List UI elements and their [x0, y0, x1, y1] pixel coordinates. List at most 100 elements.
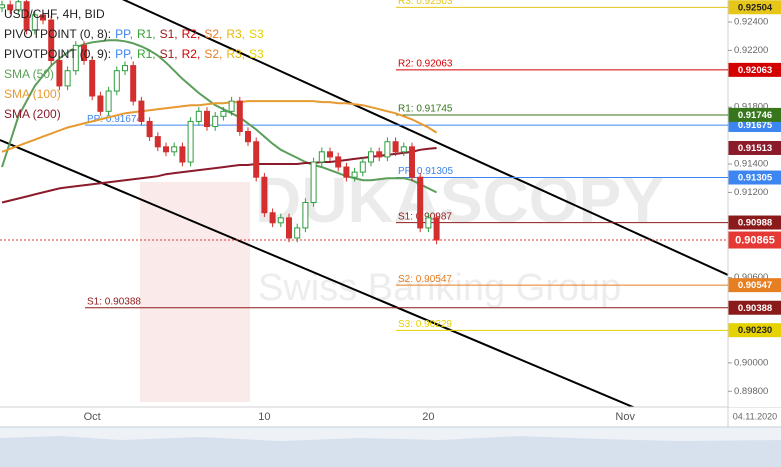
- legend-pivot-name: PIVOTPOINT (0, 8):: [4, 27, 111, 41]
- pivot-level-label: R1: 0.91745: [398, 104, 453, 115]
- sma-line: [1, 147, 437, 204]
- candle-body: [409, 146, 415, 178]
- pivot-level-label: S1: 0.90388: [87, 296, 141, 307]
- legend-pivot-item: R1,: [137, 47, 156, 61]
- candle-body: [72, 44, 79, 72]
- candle-body: [425, 217, 432, 229]
- legend-pivot-item: S2,: [204, 27, 222, 41]
- price-box: [728, 300, 781, 315]
- navigator: [0, 426, 781, 467]
- price-box: [728, 323, 781, 338]
- price-box-label: 0.91513: [738, 143, 772, 154]
- legend-pivot-item: R1,: [137, 27, 156, 41]
- candle-body: [163, 146, 169, 153]
- pivot-level-label: S3: 0.90229: [398, 319, 452, 330]
- pivot-level-label: PP: 0.91674: [87, 114, 142, 125]
- price-box: [728, 107, 781, 122]
- y-tick-label: 0.90000: [734, 357, 768, 368]
- x-tick-label: Nov: [615, 411, 635, 423]
- y-tick-label: 0.91400: [734, 159, 768, 170]
- watermark-title: DUKASCOPY: [255, 164, 664, 236]
- candle-body: [269, 212, 276, 224]
- legend-pivot-item: S1,: [160, 47, 178, 61]
- legend-pivot-item: R2,: [182, 27, 201, 41]
- y-tick-label: 0.89800: [734, 386, 768, 397]
- legend-pivot-item: R3,: [226, 27, 245, 41]
- candle-body: [89, 59, 96, 97]
- candle-body: [212, 115, 219, 128]
- candle-body: [392, 141, 399, 153]
- price-box: [728, 231, 781, 249]
- candle-body: [64, 70, 71, 87]
- candle-body: [245, 131, 251, 143]
- y-axis-band: [728, 0, 781, 407]
- price-box-label: 0.90547: [738, 280, 772, 291]
- candle-body: [113, 70, 120, 92]
- price-box-label: 0.90230: [738, 325, 772, 336]
- legend-pivot-item: R3,: [226, 47, 245, 61]
- price-box-label: 0.90388: [738, 303, 772, 314]
- candle-body: [359, 161, 366, 173]
- sma-line: [1, 100, 438, 153]
- candle-body: [400, 146, 407, 153]
- candle-body: [40, 14, 46, 21]
- pivot-level-label: S2: 0.90547: [398, 274, 452, 285]
- price-box: [728, 215, 781, 230]
- candle-body: [187, 120, 194, 163]
- candle-body: [318, 151, 325, 163]
- candle-body: [294, 227, 301, 239]
- legend-pivot-item: PP,: [115, 47, 133, 61]
- price-box: [728, 278, 781, 293]
- date-label: 04.11.2020: [733, 411, 777, 421]
- price-box: [728, 62, 781, 77]
- price-box-label: 0.90865: [735, 234, 775, 246]
- candle-body: [23, 1, 30, 31]
- candle-body: [48, 19, 55, 61]
- candle-body: [335, 156, 342, 168]
- legend-pivot: PIVOTPOINT (0, 9): PP, R1, S1, R2, S2, R3, S3: [4, 47, 264, 61]
- price-box: [728, 140, 781, 155]
- candle-body: [302, 202, 309, 229]
- channel-upper: [121, 0, 728, 276]
- pivot-level-label: R3: 0.92503: [398, 0, 453, 7]
- y-tick-label: 0.92200: [734, 45, 768, 56]
- legend-pivot-item: S3: [249, 27, 264, 41]
- price-box-label: 0.91675: [738, 120, 773, 131]
- candle-body: [7, 4, 14, 11]
- candle-body: [277, 217, 284, 224]
- x-tick-label: 20: [422, 411, 434, 423]
- candle-body: [105, 90, 112, 112]
- candle-body: [286, 217, 292, 239]
- price-box-label: 0.92063: [738, 65, 772, 76]
- candle-body: [368, 151, 374, 163]
- candle-body: [376, 151, 383, 158]
- candle-body: [130, 65, 137, 102]
- y-tick-label: 0.90600: [734, 272, 768, 283]
- y-tick-label: 0.91200: [734, 187, 768, 198]
- y-tick-label: 0.91800: [734, 102, 768, 113]
- candle-body: [195, 110, 202, 122]
- candle-body: [179, 146, 186, 163]
- x-axis-band: [0, 407, 781, 427]
- x-tick-label: 10: [258, 411, 270, 423]
- candle-body: [56, 59, 63, 87]
- legend-entry: SMA (50): [4, 67, 54, 81]
- candle-body: [15, 1, 22, 11]
- pivot-level-label: S1: 0.90987: [398, 211, 452, 222]
- legend-entry: SMA (200): [4, 107, 61, 121]
- price-box-label: 0.91305: [738, 173, 773, 184]
- candle-body: [146, 120, 153, 138]
- candle-body: [261, 176, 268, 214]
- price-box-label: 0.90988: [738, 218, 772, 229]
- candle-body: [351, 171, 358, 178]
- candle-body: [236, 100, 243, 133]
- watermark: DUKASCOPY Swiss Banking Group: [140, 164, 664, 402]
- legend-entry: SMA (100): [4, 87, 61, 101]
- candle-body: [310, 161, 317, 204]
- candle-body: [204, 110, 210, 128]
- legend-pivot-name: PIVOTPOINT (0, 9):: [4, 47, 111, 61]
- candle-body: [171, 146, 178, 153]
- candle-body: [154, 136, 161, 148]
